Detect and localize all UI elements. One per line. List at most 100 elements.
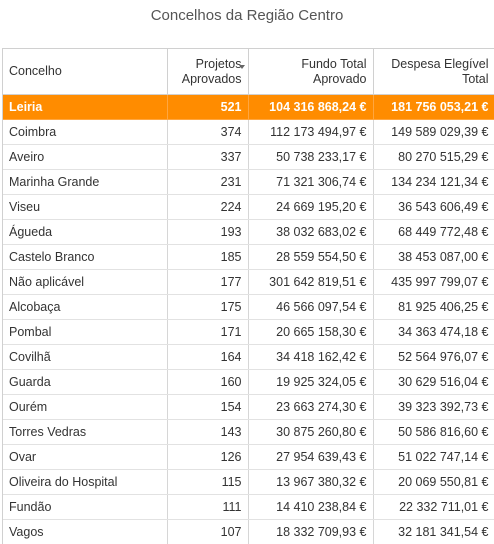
concelhos-table-container: Concelho Projetos Aprovados Fundo Total …	[2, 48, 494, 544]
cell-despesa: 435 997 799,07 €	[373, 270, 494, 295]
cell-concelho: Pombal	[3, 320, 167, 345]
cell-projetos: 154	[167, 395, 248, 420]
sort-descending-icon[interactable]	[239, 65, 245, 69]
cell-fundo: 104 316 868,24 €	[248, 95, 373, 120]
cell-despesa: 68 449 772,48 €	[373, 220, 494, 245]
cell-despesa: 80 270 515,29 €	[373, 145, 494, 170]
cell-projetos: 185	[167, 245, 248, 270]
cell-concelho: Oliveira do Hospital	[3, 470, 167, 495]
cell-projetos: 177	[167, 270, 248, 295]
cell-concelho: Fundão	[3, 495, 167, 520]
cell-projetos: 374	[167, 120, 248, 145]
cell-projetos: 175	[167, 295, 248, 320]
cell-fundo: 301 642 819,51 €	[248, 270, 373, 295]
cell-despesa: 36 543 606,49 €	[373, 195, 494, 220]
cell-concelho: Torres Vedras	[3, 420, 167, 445]
cell-despesa: 34 363 474,18 €	[373, 320, 494, 345]
cell-concelho: Ovar	[3, 445, 167, 470]
cell-despesa: 22 332 711,01 €	[373, 495, 494, 520]
cell-projetos: 171	[167, 320, 248, 345]
cell-fundo: 34 418 162,42 €	[248, 345, 373, 370]
cell-fundo: 13 967 380,32 €	[248, 470, 373, 495]
cell-despesa: 50 586 816,60 €	[373, 420, 494, 445]
cell-concelho: Guarda	[3, 370, 167, 395]
column-header-fundo[interactable]: Fundo Total Aprovado	[248, 49, 373, 95]
cell-projetos: 111	[167, 495, 248, 520]
column-header-concelho[interactable]: Concelho	[3, 49, 167, 95]
cell-concelho: Vagos	[3, 520, 167, 544]
cell-projetos: 231	[167, 170, 248, 195]
cell-fundo: 14 410 238,84 €	[248, 495, 373, 520]
column-header-projetos[interactable]: Projetos Aprovados	[167, 49, 248, 95]
cell-despesa: 32 181 341,54 €	[373, 520, 494, 544]
cell-projetos: 521	[167, 95, 248, 120]
cell-despesa: 149 589 029,39 €	[373, 120, 494, 145]
table-header-row: Concelho Projetos Aprovados Fundo Total …	[3, 49, 494, 95]
cell-projetos: 224	[167, 195, 248, 220]
table-title: Concelhos da Região Centro	[0, 0, 494, 34]
cell-concelho: Ourém	[3, 395, 167, 420]
cell-projetos: 160	[167, 370, 248, 395]
cell-fundo: 46 566 097,54 €	[248, 295, 373, 320]
cell-projetos: 164	[167, 345, 248, 370]
column-header-despesa[interactable]: Despesa Elegível Total	[373, 49, 494, 95]
column-header-projetos-label: Projetos Aprovados	[182, 57, 242, 86]
cell-concelho: Castelo Branco	[3, 245, 167, 270]
cell-fundo: 71 321 306,74 €	[248, 170, 373, 195]
cell-projetos: 143	[167, 420, 248, 445]
cell-concelho: Aveiro	[3, 145, 167, 170]
cell-despesa: 181 756 053,21 €	[373, 95, 494, 120]
cell-fundo: 24 669 195,20 €	[248, 195, 373, 220]
cell-despesa: 51 022 747,14 €	[373, 445, 494, 470]
concelhos-table: Concelho Projetos Aprovados Fundo Total …	[3, 49, 494, 544]
cell-concelho: Covilhã	[3, 345, 167, 370]
cell-projetos: 115	[167, 470, 248, 495]
cell-fundo: 30 875 260,80 €	[248, 420, 373, 445]
cell-concelho: Coimbra	[3, 120, 167, 145]
cell-fundo: 28 559 554,50 €	[248, 245, 373, 270]
cell-projetos: 193	[167, 220, 248, 245]
cell-despesa: 20 069 550,81 €	[373, 470, 494, 495]
cell-concelho: Leiria	[3, 95, 167, 120]
cell-concelho: Alcobaça	[3, 295, 167, 320]
cell-concelho: Viseu	[3, 195, 167, 220]
cell-despesa: 39 323 392,73 €	[373, 395, 494, 420]
cell-projetos: 126	[167, 445, 248, 470]
cell-fundo: 23 663 274,30 €	[248, 395, 373, 420]
cell-concelho: Não aplicável	[3, 270, 167, 295]
cell-concelho: Marinha Grande	[3, 170, 167, 195]
cell-fundo: 50 738 233,17 €	[248, 145, 373, 170]
cell-projetos: 337	[167, 145, 248, 170]
cell-despesa: 134 234 121,34 €	[373, 170, 494, 195]
cell-fundo: 112 173 494,97 €	[248, 120, 373, 145]
cell-fundo: 19 925 324,05 €	[248, 370, 373, 395]
cell-concelho: Águeda	[3, 220, 167, 245]
cell-despesa: 81 925 406,25 €	[373, 295, 494, 320]
cell-fundo: 20 665 158,30 €	[248, 320, 373, 345]
cell-projetos: 107	[167, 520, 248, 544]
cell-despesa: 38 453 087,00 €	[373, 245, 494, 270]
cell-despesa: 52 564 976,07 €	[373, 345, 494, 370]
cell-fundo: 18 332 709,93 €	[248, 520, 373, 544]
cell-despesa: 30 629 516,04 €	[373, 370, 494, 395]
cell-fundo: 27 954 639,43 €	[248, 445, 373, 470]
